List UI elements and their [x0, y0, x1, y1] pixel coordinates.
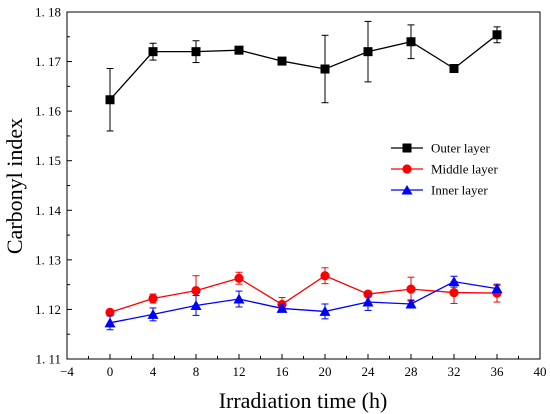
data-point: [405, 298, 417, 309]
x-tick-label: 8: [193, 364, 200, 379]
x-tick-label: 0: [107, 364, 114, 379]
x-tick-label: 40: [534, 364, 547, 379]
data-point: [277, 56, 287, 66]
y-tick-label: 1. 14: [35, 203, 62, 218]
series-outer-layer: [105, 20, 502, 132]
data-point: [449, 64, 459, 74]
x-tick-label: 4: [150, 364, 157, 379]
data-point: [363, 47, 373, 57]
data-point: [492, 30, 502, 40]
data-point: [147, 308, 159, 319]
legend-item-outer-layer: Outer layer: [391, 141, 491, 156]
series-line-outer-layer: [109, 34, 498, 101]
data-point: [148, 47, 158, 57]
data-point: [191, 47, 201, 57]
y-tick-label: 1. 12: [35, 302, 61, 317]
data-point: [105, 307, 115, 318]
series-line-inner-layer: [109, 280, 498, 324]
data-point: [448, 276, 460, 287]
y-tick-label: 1. 17: [35, 54, 62, 69]
data-point: [491, 283, 503, 294]
data-point: [234, 273, 244, 283]
data-point: [190, 299, 202, 310]
data-point: [320, 271, 330, 281]
y-tick-label: 1. 16: [35, 104, 62, 119]
data-point: [233, 293, 245, 304]
x-tick-label: 12: [233, 364, 246, 379]
legend-item-middle-layer: Middle layer: [391, 162, 498, 177]
data-point: [320, 64, 330, 74]
y-tick-label: 1. 18: [35, 5, 61, 20]
x-tick-label: 36: [491, 364, 505, 379]
data-point: [148, 293, 158, 304]
data-point: [105, 95, 115, 105]
x-tick-label: 24: [362, 364, 376, 379]
x-tick-label: 16: [276, 364, 290, 379]
y-tick-label: 1. 15: [35, 153, 61, 168]
x-tick-label: 28: [405, 364, 418, 379]
series-inner-layer: [104, 275, 503, 331]
y-axis-label: Carbonyl index: [2, 118, 27, 254]
x-tick-label: −4: [60, 364, 74, 379]
x-tick-label: 20: [319, 364, 332, 379]
axis-ticks: −4 0 4 8 12 16 20 24 28 32 36 40 1. 11 1. 12 1. 13 1. 1…: [35, 5, 547, 380]
data-point: [276, 302, 288, 313]
legend-label-inner-layer: Inner layer: [431, 183, 488, 198]
y-tick-label: 1. 11: [35, 352, 61, 367]
data-point: [104, 317, 116, 328]
series-line-middle-layer: [109, 274, 498, 314]
data-point: [234, 45, 244, 55]
legend: Outer layer Middle layer Inner layer: [391, 141, 498, 198]
series-layer: [104, 20, 503, 331]
data-point: [449, 287, 459, 298]
data-point: [191, 285, 201, 296]
x-axis-label: Irradiation time (h): [219, 388, 388, 413]
legend-label-middle-layer: Middle layer: [431, 162, 498, 177]
data-point: [362, 296, 374, 307]
y-tick-label: 1. 13: [35, 252, 61, 267]
legend-item-inner-layer: Inner layer: [391, 183, 488, 198]
legend-label-outer-layer: Outer layer: [431, 141, 491, 156]
x-tick-label: 32: [448, 364, 461, 379]
data-point: [319, 305, 331, 316]
data-point: [406, 37, 416, 47]
data-point: [406, 284, 416, 294]
